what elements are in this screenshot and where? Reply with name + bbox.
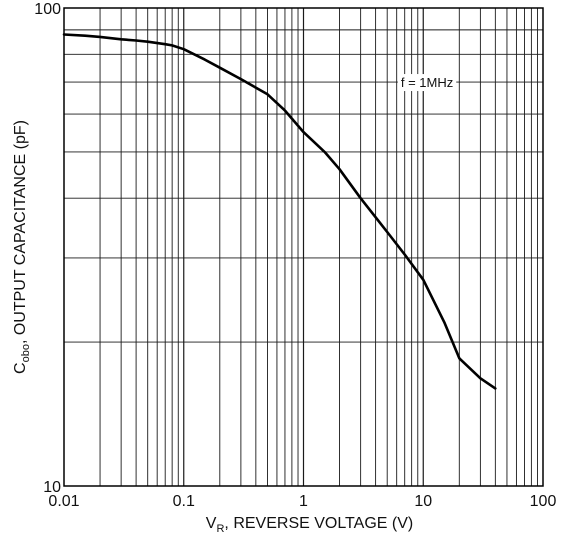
x-axis-title-subscript: R — [216, 523, 224, 535]
x-tick-label: 10 — [414, 493, 432, 510]
x-tick-label: 1 — [299, 493, 308, 510]
y-axis-title-rest: , OUTPUT CAPACITANCE (pF) — [12, 120, 29, 344]
x-tick-label: 0.1 — [173, 493, 195, 510]
x-tick-labels: 0.01 0.1 1 10 100 — [48, 493, 556, 510]
x-tick-label: 0.01 — [48, 493, 79, 510]
y-axis-title-main: C — [12, 362, 29, 374]
grid — [64, 8, 543, 486]
annotation-text: f = 1MHz — [401, 75, 453, 90]
x-tick-label: 100 — [530, 493, 557, 510]
annotation-background — [397, 74, 457, 92]
y-tick-label: 100 — [34, 1, 61, 18]
x-axis-title-rest: , REVERSE VOLTAGE (V) — [224, 515, 413, 532]
y-tick-labels: 10 100 — [34, 1, 61, 496]
y-tick-label: 10 — [43, 479, 61, 496]
annotation-label: f = 1MHz — [397, 74, 457, 92]
x-axis-title-main: V — [206, 515, 217, 532]
series-layer — [62, 33, 497, 390]
x-axis-title: VR, REVERSE VOLTAGE (V) — [206, 515, 413, 535]
series-line — [62, 33, 497, 390]
y-axis-title: Cobo, OUTPUT CAPACITANCE (pF) — [12, 120, 32, 374]
plot-frame — [63, 7, 544, 487]
y-axis-title-subscript: obo — [20, 344, 32, 362]
